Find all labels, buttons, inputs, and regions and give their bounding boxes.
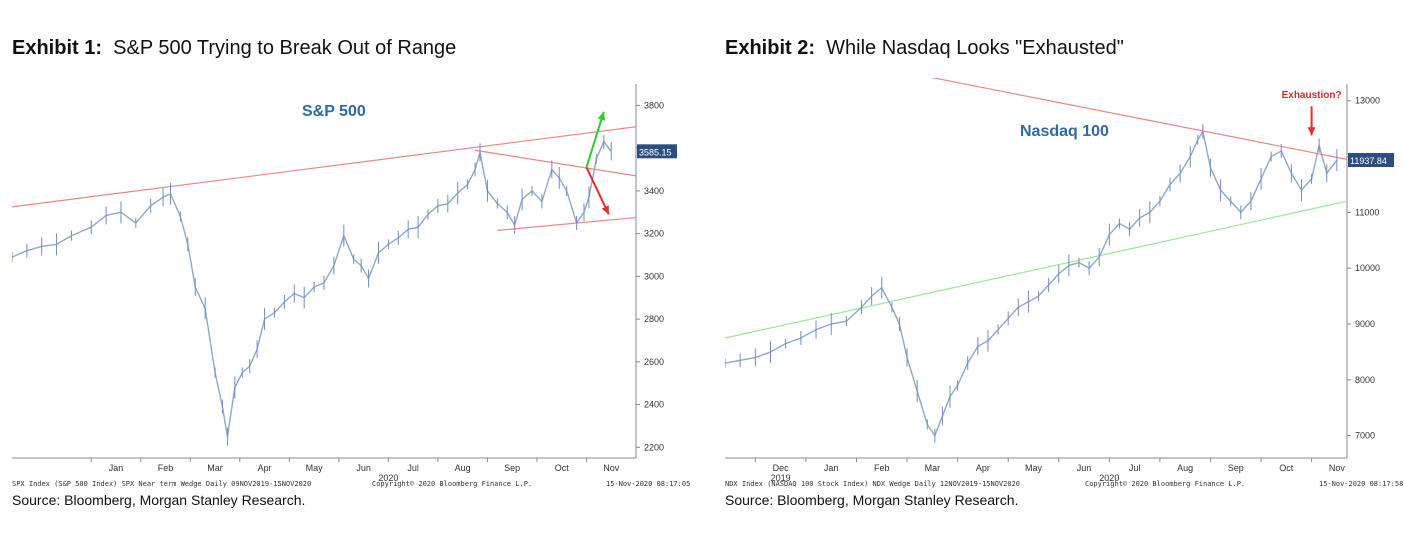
price-series-line	[12, 140, 612, 437]
y-tick-label: 11000	[1355, 207, 1379, 217]
x-year-label: 2020	[1099, 473, 1119, 483]
x-tick-label: Sep	[504, 463, 520, 473]
y-tick-label: 3200	[644, 229, 664, 239]
exhibit-2-footer-left: NDX Index (NASDAQ 100 Stock Index) NDX W…	[725, 480, 1021, 488]
x-tick-label: Nov	[603, 463, 620, 473]
y-tick-label: 13000	[1355, 96, 1380, 106]
x-tick-label: Jan	[109, 463, 124, 473]
chart-title: S&P 500	[302, 103, 366, 120]
exhibit-2-source: Source: Bloomberg, Morgan Stanley Resear…	[725, 492, 1019, 508]
arrow-head-breakout-up	[597, 111, 606, 121]
x-tick-label: Sep	[1228, 463, 1244, 473]
exhibit-1-title-text: S&P 500 Trying to Break Out of Range	[113, 37, 457, 59]
trendline-wedge-lower	[497, 216, 637, 231]
x-tick-label: Oct	[1279, 463, 1294, 473]
x-tick-label: Mar	[207, 463, 223, 473]
x-tick-label: Aug	[1177, 463, 1193, 473]
y-tick-label: 2200	[644, 442, 664, 452]
exhaustion-annotation: Exhaustion?	[1282, 90, 1342, 101]
y-tick-label: 2800	[644, 314, 664, 324]
y-tick-label: 7000	[1355, 431, 1375, 441]
y-tick-label: 3000	[644, 271, 664, 281]
y-tick-label: 8000	[1355, 375, 1375, 385]
y-tick-label: 3400	[644, 186, 664, 196]
price-series-line	[725, 129, 1338, 438]
chart-title: Nasdaq 100	[1020, 123, 1109, 140]
exhibit-1-footer-left: SPX Index (S&P 500 Index) SPX Near term …	[12, 480, 312, 488]
x-tick-label: Dec	[773, 463, 790, 473]
last-price-tag	[1348, 153, 1394, 168]
y-tick-label: 2600	[644, 357, 664, 367]
arrow-head-exhaustion-pointer	[1307, 127, 1316, 136]
y-tick-label: 3800	[644, 100, 664, 110]
x-tick-label: Jul	[1129, 463, 1141, 473]
last-price-label: 11937.84	[1350, 156, 1387, 166]
x-tick-label: Jun	[1077, 463, 1092, 473]
x-tick-label: Oct	[555, 463, 570, 473]
x-tick-label: Nov	[1329, 463, 1346, 473]
trendline-upper-resistance	[12, 126, 637, 208]
x-year-label: 2020	[378, 473, 398, 483]
x-tick-label: Apr	[976, 463, 990, 473]
x-year-label: 2019	[771, 473, 791, 483]
x-tick-label: Apr	[258, 463, 272, 473]
exhibit-1-footer-copyright: Copyright© 2020 Bloomberg Finance L.P.	[372, 480, 533, 488]
exhibit-1-label: Exhibit 1:	[12, 37, 103, 59]
last-price-label: 3585.15	[639, 147, 672, 157]
trendline-upper-resistance	[931, 78, 1348, 160]
x-tick-label: Feb	[158, 463, 174, 473]
x-tick-label: Feb	[874, 463, 890, 473]
x-tick-label: Mar	[925, 463, 941, 473]
x-tick-label: Aug	[455, 463, 471, 473]
trendline-wedge-upper	[474, 149, 637, 177]
trendline-support	[725, 200, 1348, 339]
y-tick-label: 2400	[644, 400, 664, 410]
exhibit-1-footer-timestamp: 15-Nov-2020 08:17:05	[606, 480, 691, 488]
x-tick-label: Jan	[824, 463, 839, 473]
exhibit-2-label: Exhibit 2:	[725, 37, 816, 59]
x-tick-label: May	[1025, 463, 1043, 473]
y-tick-label: 10000	[1355, 263, 1380, 273]
exhibit-2-footer-copyright: Copyright© 2020 Bloomberg Finance L.P.	[1085, 480, 1246, 488]
exhibit-1-title: Exhibit 1: S&P 500 Trying to Break Out o…	[12, 37, 456, 60]
x-tick-label: Jul	[407, 463, 419, 473]
sp500-chart: 220024002600280030003200340036003800JanF…	[12, 84, 677, 483]
exhibit-2-title-text: While Nasdaq Looks "Exhausted"	[826, 37, 1124, 59]
nasdaq-chart: 70008000900010000110001200013000DecJanFe…	[725, 78, 1394, 483]
y-tick-label: 9000	[1355, 319, 1375, 329]
exhibit-1-source: Source: Bloomberg, Morgan Stanley Resear…	[12, 492, 306, 508]
arrow-shaft-breakout-up	[585, 111, 605, 168]
last-price-tag	[637, 144, 677, 159]
x-tick-label: May	[306, 463, 324, 473]
x-tick-label: Jun	[356, 463, 371, 473]
exhibit-2-panel: Exhibit 2: While Nasdaq Looks "Exhausted…	[713, 0, 1404, 552]
exhibit-1-panel: Exhibit 1: S&P 500 Trying to Break Out o…	[12, 37, 691, 508]
arrow-head-breakdown	[601, 205, 609, 215]
exhibit-2-footer-timestamp: 15-Nov-2020 08:17:58	[1319, 480, 1404, 488]
arrow-shaft-breakdown	[585, 166, 610, 215]
exhibit-2-title: Exhibit 2: While Nasdaq Looks "Exhausted…	[725, 37, 1124, 60]
